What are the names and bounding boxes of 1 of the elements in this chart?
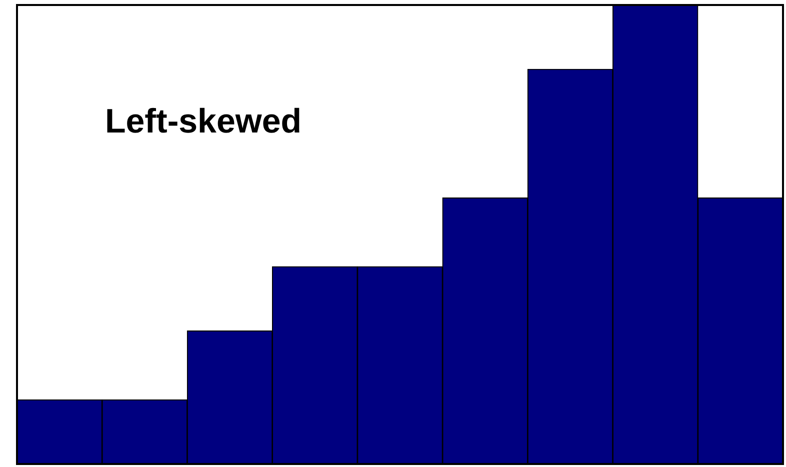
annotation: Left-skewed (105, 102, 302, 140)
